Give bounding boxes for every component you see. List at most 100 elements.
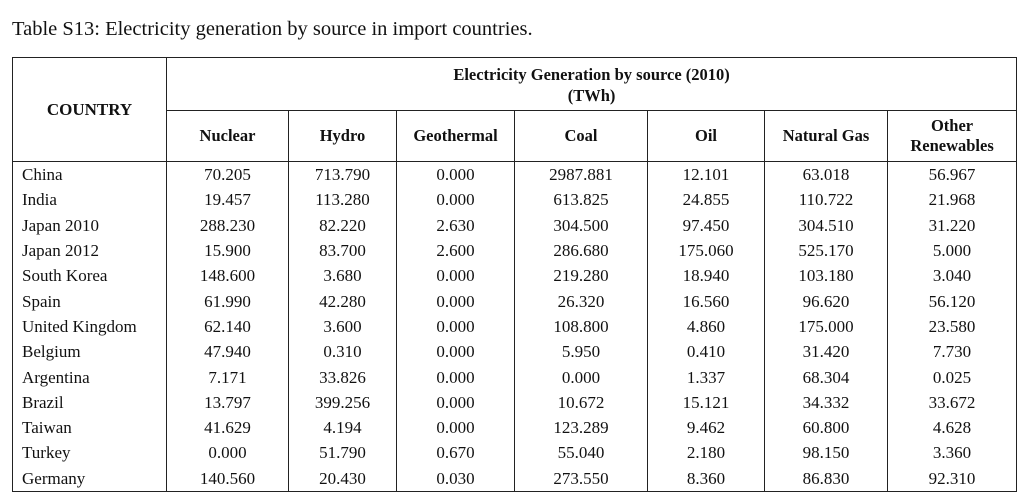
value-cell: 20.430 xyxy=(288,465,397,492)
value-cell: 286.680 xyxy=(514,237,648,264)
value-cell: 0.000 xyxy=(396,414,515,441)
country-cell: Brazil xyxy=(12,389,167,415)
value-cell: 47.940 xyxy=(166,339,289,365)
value-cell: 7.171 xyxy=(166,364,289,390)
column-header-geothermal: Geothermal xyxy=(396,110,515,162)
value-cell: 525.170 xyxy=(764,237,888,264)
value-cell: 92.310 xyxy=(886,465,1018,492)
country-cell: United Kingdom xyxy=(12,313,167,340)
value-cell: 16.560 xyxy=(647,288,765,314)
table-body: China 70.205 713.790 0.000 2987.881 12.101 63.… xyxy=(12,161,1018,492)
value-cell: 0.410 xyxy=(647,339,765,365)
table-row: Japan 2012 15.900 83.700 2.600 286.680 175.06… xyxy=(12,237,1018,264)
value-cell: 60.800 xyxy=(764,414,888,441)
value-cell: 56.120 xyxy=(886,288,1018,314)
value-cell: 140.560 xyxy=(166,465,289,492)
value-cell: 23.580 xyxy=(886,313,1018,340)
value-cell: 7.730 xyxy=(886,339,1018,365)
value-cell: 68.304 xyxy=(764,364,888,390)
value-cell: 18.940 xyxy=(647,263,765,289)
column-header-oil: Oil xyxy=(647,110,765,162)
value-cell: 98.150 xyxy=(764,440,888,466)
column-header-coal: Coal xyxy=(514,110,648,162)
table-row: South Korea 148.600 3.680 0.000 219.280 18.94… xyxy=(12,263,1018,289)
value-cell: 56.967 xyxy=(886,161,1018,188)
value-cell: 34.332 xyxy=(764,389,888,415)
value-cell: 613.825 xyxy=(514,187,648,213)
value-cell: 219.280 xyxy=(514,263,648,289)
value-cell: 123.289 xyxy=(514,414,648,441)
value-cell: 5.950 xyxy=(514,339,648,365)
value-cell: 63.018 xyxy=(764,161,888,188)
value-cell: 0.000 xyxy=(396,161,515,188)
value-cell: 0.000 xyxy=(396,288,515,314)
country-cell: China xyxy=(12,161,167,188)
value-cell: 10.672 xyxy=(514,389,648,415)
value-cell: 61.990 xyxy=(166,288,289,314)
value-cell: 15.121 xyxy=(647,389,765,415)
value-cell: 1.337 xyxy=(647,364,765,390)
value-cell: 82.220 xyxy=(288,212,397,238)
value-cell: 12.101 xyxy=(647,161,765,188)
value-cell: 148.600 xyxy=(166,263,289,289)
group-title-header: Electricity Generation by source (2010) xyxy=(165,57,1018,88)
value-cell: 24.855 xyxy=(647,187,765,213)
value-cell: 70.205 xyxy=(166,161,289,188)
table-row: Belgium 47.940 0.310 0.000 5.950 0.410 31.420 7… xyxy=(12,339,1018,365)
value-cell: 2.630 xyxy=(396,212,515,238)
value-cell: 399.256 xyxy=(288,389,397,415)
value-cell: 273.550 xyxy=(514,465,648,492)
value-cell: 13.797 xyxy=(166,389,289,415)
unit-header: (TWh) xyxy=(165,87,1018,111)
value-cell: 0.000 xyxy=(396,263,515,289)
value-cell: 0.000 xyxy=(514,364,648,390)
column-header-hydro: Hydro xyxy=(288,110,397,162)
table-row: India 19.457 113.280 0.000 613.825 24.855 110.… xyxy=(12,187,1018,213)
value-cell: 62.140 xyxy=(166,313,289,340)
country-header: COUNTRY xyxy=(12,57,167,162)
value-cell: 51.790 xyxy=(288,440,397,466)
country-cell: Germany xyxy=(12,465,167,492)
value-cell: 3.680 xyxy=(288,263,397,289)
table-row: Spain 61.990 42.280 0.000 26.320 16.560 96.620… xyxy=(12,288,1018,314)
value-cell: 0.000 xyxy=(396,389,515,415)
value-cell: 0.000 xyxy=(396,339,515,365)
table-row: Germany 140.560 20.430 0.030 273.550 8.360 86.… xyxy=(12,465,1018,492)
value-cell: 21.968 xyxy=(886,187,1018,213)
value-cell: 31.220 xyxy=(886,212,1018,238)
value-cell: 19.457 xyxy=(166,187,289,213)
value-cell: 304.510 xyxy=(764,212,888,238)
value-cell: 110.722 xyxy=(764,187,888,213)
value-cell: 0.670 xyxy=(396,440,515,466)
country-cell: Belgium xyxy=(12,339,167,365)
country-cell: Argentina xyxy=(12,364,167,390)
value-cell: 713.790 xyxy=(288,161,397,188)
value-cell: 0.025 xyxy=(886,364,1018,390)
value-cell: 0.000 xyxy=(396,187,515,213)
value-cell: 3.360 xyxy=(886,440,1018,466)
value-cell: 42.280 xyxy=(288,288,397,314)
table-row: United Kingdom 62.140 3.600 0.000 108.800 4.8… xyxy=(12,313,1018,340)
value-cell: 5.000 xyxy=(886,237,1018,264)
table-row: Turkey 0.000 51.790 0.670 55.040 2.180 98.150 3… xyxy=(12,440,1018,466)
column-header-natural-gas: Natural Gas xyxy=(764,110,888,162)
value-cell: 3.040 xyxy=(886,263,1018,289)
value-cell: 113.280 xyxy=(288,187,397,213)
column-header-nuclear: Nuclear xyxy=(166,110,289,162)
country-cell: Japan 2012 xyxy=(12,237,167,264)
value-cell: 2.180 xyxy=(647,440,765,466)
other-renewables-label: Other Renewables xyxy=(910,116,994,155)
value-cell: 2987.881 xyxy=(514,161,648,188)
country-cell: South Korea xyxy=(12,263,167,289)
table-row: Taiwan 41.629 4.194 0.000 123.289 9.462 60.800… xyxy=(12,414,1018,441)
table-row: China 70.205 713.790 0.000 2987.881 12.101 63.… xyxy=(12,161,1018,188)
value-cell: 97.450 xyxy=(647,212,765,238)
value-cell: 96.620 xyxy=(764,288,888,314)
value-cell: 86.830 xyxy=(764,465,888,492)
table-caption: Table S13: Electricity generation by sou… xyxy=(12,18,533,40)
value-cell: 31.420 xyxy=(764,339,888,365)
value-cell: 26.320 xyxy=(514,288,648,314)
value-cell: 15.900 xyxy=(166,237,289,264)
value-cell: 0.000 xyxy=(166,440,289,466)
value-cell: 103.180 xyxy=(764,263,888,289)
